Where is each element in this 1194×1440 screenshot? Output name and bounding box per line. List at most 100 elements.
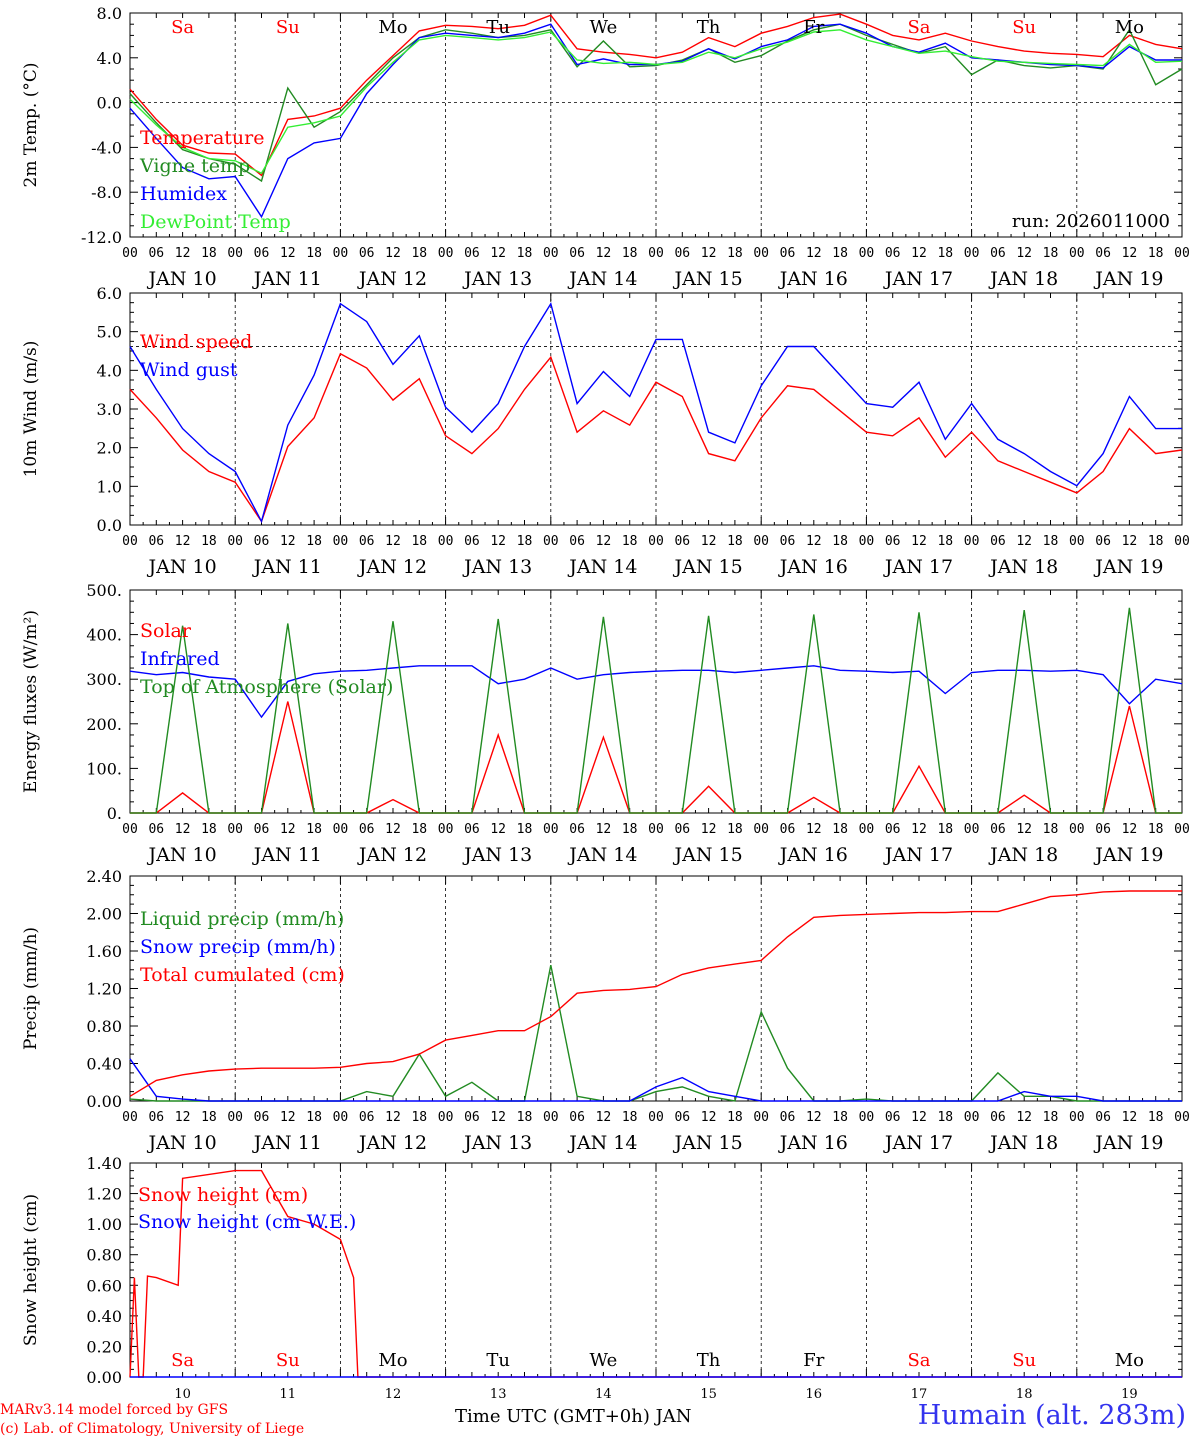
x-tick-label: 18 [832,246,848,261]
weekday-label: Mo [1115,1350,1144,1371]
day-label: JAN 17 [883,1132,953,1154]
x-tick-label: 12 [1122,246,1138,261]
x-tick-label: 12 [490,534,506,549]
y-tick-label: 1.0 [97,477,122,496]
series-line-wind-gust [129,301,1182,524]
x-tick-label: 00 [859,534,875,549]
day-label: JAN 15 [673,1132,743,1154]
x-tick-label: 00 [543,246,559,261]
day-label: JAN 15 [673,844,743,866]
x-tick-label: 12 [385,822,401,837]
x-tick-label: 12 [1016,534,1032,549]
x-tick-label: 18 [1148,246,1164,261]
x-tick-label: 12 [701,822,717,837]
weekday-label: Sa [171,17,194,38]
y-tick-label: 3.0 [97,400,122,419]
x-tick-label: 06 [1095,246,1111,261]
y-tick-label: 5.0 [97,323,122,342]
day-label: JAN 11 [252,844,322,866]
day-label: JAN 12 [357,844,427,866]
x-tick-label: 06 [885,1110,901,1125]
x-tick-label: 18 [937,246,953,261]
legend-entry: Snow height (cm W.E.) [138,1211,356,1233]
legend-entry: Wind speed [140,331,252,353]
x-tick-label: 06 [1095,534,1111,549]
run-label: run: 2026011000 [1012,211,1170,232]
x-tick-label: 12 [490,822,506,837]
x-tick-label: 00 [859,1110,875,1125]
day-number-label: 17 [911,1387,928,1402]
x-tick-label: 00 [333,822,349,837]
x-tick-label: 00 [859,246,875,261]
x-tick-label: 12 [280,822,296,837]
day-number-label: 19 [1121,1387,1138,1402]
series-line-temperature [129,13,1183,177]
x-tick-label: 18 [517,1110,533,1125]
x-tick-label: 00 [753,246,769,261]
model-line: MARv3.14 model forced by GFS [0,1402,229,1418]
day-label: JAN 14 [567,556,637,578]
x-tick-label: 18 [411,246,427,261]
x-tick-label: 12 [175,534,191,549]
x-tick-label: 12 [596,246,612,261]
x-tick-label: 06 [359,822,375,837]
x-tick-label: 00 [543,1110,559,1125]
x-tick-label: 00 [438,822,454,837]
x-tick-label: 06 [780,246,796,261]
x-tick-label: 06 [254,1110,270,1125]
day-label: JAN 17 [883,844,953,866]
x-tick-label: 12 [1016,246,1032,261]
weekday-label: Sa [907,17,930,38]
x-tick-label: 12 [280,1110,296,1125]
y-tick-label: 100. [86,759,122,778]
y-axis-label: 10m Wind (m/s) [21,341,41,478]
y-tick-label: 1.20 [86,1185,122,1204]
x-tick-label: 06 [359,246,375,261]
station-label: Humain (alt. 283m) [917,1400,1186,1431]
panel-2: 0.0 1.0 2.0 3.0 4.0 5.0 6.0 10m Wind (m/s) Wind … [21,284,1190,578]
x-tick-label: 00 [227,246,243,261]
x-tick-label: 12 [175,822,191,837]
x-tick-label: 00 [1174,246,1190,261]
x-tick-label: 06 [780,1110,796,1125]
x-tick-label: 00 [333,246,349,261]
x-tick-label: 00 [648,534,664,549]
x-tick-label: 12 [596,822,612,837]
plot-frame [129,12,1183,238]
y-tick-label: 500. [86,581,122,600]
day-label: JAN 13 [462,844,532,866]
day-label: JAN 15 [673,556,743,578]
y-tick-label: 1.40 [86,1154,122,1173]
day-label: JAN 18 [988,556,1058,578]
x-tick-label: 00 [859,822,875,837]
x-tick-label: 18 [201,534,217,549]
x-tick-label: 12 [701,1110,717,1125]
x-tick-label: 12 [806,822,822,837]
day-label: JAN 16 [778,556,848,578]
series-line-snow-precip-mm-h- [129,1058,1182,1102]
weekday-label: Mo [1115,17,1144,38]
x-tick-label: 18 [411,1110,427,1125]
weekday-label: Fr [803,17,824,38]
panel-1: -12.0 -8.0 -4.0 0.0 4.0 8.0 2m Temp. (°C) Tempe… [21,4,1190,290]
x-tick-label: 00 [1174,822,1190,837]
x-tick-label: 12 [385,534,401,549]
x-tick-label: 12 [175,246,191,261]
weekday-label: Su [276,1350,300,1371]
x-tick-label: 00 [648,246,664,261]
legend-entry: Top of Atmosphere (Solar) [140,676,393,698]
day-number-label: 16 [806,1387,823,1402]
x-tick-label: 18 [832,822,848,837]
series-line-infrared [129,665,1183,719]
weekday-label: Th [697,17,721,38]
x-tick-label: 12 [1122,822,1138,837]
x-tick-label: 00 [1069,1110,1085,1125]
day-label: JAN 14 [567,268,637,290]
series-line-wind-speed [129,352,1183,523]
x-tick-label: 18 [517,246,533,261]
x-tick-label: 00 [964,1110,980,1125]
x-tick-label: 00 [543,534,559,549]
x-tick-label: 18 [622,822,638,837]
weekday-label: Su [1012,1350,1036,1371]
weekday-label: We [590,1350,618,1371]
